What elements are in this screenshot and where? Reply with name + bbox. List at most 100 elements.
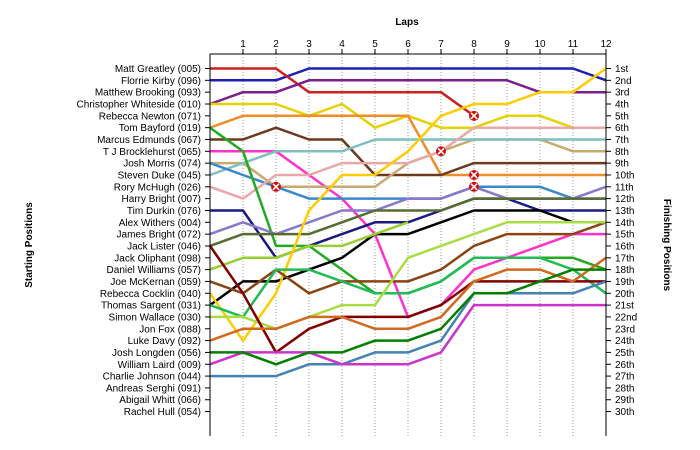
starting-label: Rebecca Newton (071) (99, 111, 201, 122)
left-axis-label: Starting Positions (24, 202, 35, 288)
starting-label: Charlie Johnson (044) (103, 372, 201, 383)
right-axis-label: Finishing Positions (661, 199, 672, 292)
series-line (210, 67, 607, 82)
x-tick-label: 9 (504, 39, 510, 50)
starting-label: Luke Davy (092) (128, 336, 201, 347)
finishing-label: 10th (615, 170, 634, 181)
finishing-label: 13th (615, 206, 634, 217)
starting-label: Rory McHugh (026) (114, 182, 201, 193)
finishing-label: 12th (615, 194, 634, 205)
starting-label: Jack Oliphant (098) (114, 253, 201, 264)
starting-labels: Matt Greatley (005)Florrie Kirby (096)Ma… (77, 64, 210, 418)
starting-label: Jon Fox (088) (139, 324, 201, 335)
finishing-label: 4th (615, 99, 629, 110)
incident-markers (271, 110, 479, 192)
series-lines (208, 67, 607, 378)
crash-marker-icon (469, 169, 479, 180)
finishing-label: 1st (615, 64, 629, 75)
x-tick-label: 7 (438, 39, 444, 50)
starting-label: Alex Withers (004) (119, 218, 201, 229)
finishing-label: 26th (615, 360, 634, 371)
x-tick-label: 4 (339, 39, 345, 50)
series-line (210, 280, 607, 378)
starting-label: Marcus Edmunds (067) (97, 135, 201, 146)
finishing-label: 5th (615, 111, 629, 122)
finishing-label: 14th (615, 218, 634, 229)
starting-label: T J Brocklehurst (065) (103, 147, 201, 158)
series-line (209, 209, 606, 307)
x-tick-label: 8 (471, 39, 477, 50)
series-line (209, 221, 409, 271)
finishing-label: 27th (615, 372, 634, 383)
starting-label: Jack Lister (046) (127, 241, 201, 252)
starting-label: Rebecca Cocklin (040) (100, 289, 201, 300)
starting-label: Abigail Whitt (066) (119, 395, 201, 406)
series-line (209, 138, 606, 177)
starting-label: Christopher Whiteside (010) (77, 99, 202, 110)
finishing-label: 21st (615, 301, 634, 312)
starting-label: William Laird (009) (118, 360, 201, 371)
starting-label: Josh Longden (056) (112, 348, 201, 359)
finishing-label: 28th (615, 383, 634, 394)
series-line (209, 256, 607, 319)
x-tick-label: 2 (273, 39, 279, 50)
finishing-label: 25th (615, 348, 634, 359)
starting-label: Tom Bayford (019) (119, 123, 201, 134)
crash-marker-icon (271, 181, 281, 192)
series-line (209, 303, 606, 366)
finishing-label: 6th (615, 123, 629, 134)
starting-label: Florrie Kirby (096) (121, 76, 201, 87)
series-line (210, 67, 475, 117)
finishing-label: 17th (615, 253, 634, 264)
starting-label: Josh Morris (074) (123, 159, 201, 170)
starting-label: Harry Bright (007) (122, 194, 201, 205)
x-ticks: 1 2 3 4 5 6 7 8 9 10 11 12 (240, 39, 612, 54)
starting-label: Rachel Hull (054) (124, 407, 201, 418)
series-line (209, 126, 606, 200)
finishing-label: 9th (615, 159, 629, 170)
x-tick-label: 12 (600, 39, 612, 50)
finishing-label: 24th (615, 336, 634, 347)
finishing-label: 3rd (615, 88, 629, 99)
starting-label: Matt Greatley (005) (115, 64, 201, 75)
finishing-label: 2nd (615, 76, 632, 87)
x-tick-label: 3 (306, 39, 312, 50)
series-line (209, 256, 607, 342)
starting-label: Matthew Brooking (093) (95, 88, 201, 99)
starting-label: Andreas Serghi (091) (106, 383, 201, 394)
series-line (210, 268, 606, 366)
starting-label: James Bright (072) (117, 230, 201, 241)
series-line (208, 67, 607, 342)
starting-label: Joe McKernan (059) (110, 277, 201, 288)
grid (242, 54, 607, 436)
finishing-label: 8th (615, 147, 629, 158)
chart-title: Laps (395, 17, 419, 28)
finishing-label: 18th (615, 265, 634, 276)
finishing-label: 22nd (615, 312, 637, 323)
finishing-label: 29th (615, 395, 634, 406)
crash-marker-icon (469, 181, 479, 192)
finishing-labels: 1st2nd3rd4th5th6th7th8th9th10th11th12th1… (606, 64, 637, 418)
starting-label: Daniel Williams (057) (107, 265, 201, 276)
starting-label: Thomas Sargent (031) (101, 301, 201, 312)
series-line (209, 114, 606, 177)
starting-label: Steven Duke (045) (118, 170, 201, 181)
finishing-label: 20th (615, 289, 634, 300)
starting-label: Tim Durkin (076) (127, 206, 201, 217)
x-tick-label: 6 (405, 39, 411, 50)
crash-marker-icon (469, 110, 479, 121)
finishing-label: 16th (615, 241, 634, 252)
finishing-label: 11th (615, 182, 634, 193)
x-tick-label: 5 (372, 39, 378, 50)
finishing-label: 7th (615, 135, 629, 146)
finishing-label: 30th (615, 407, 634, 418)
starting-label: Simon Wallace (030) (109, 312, 201, 323)
x-tick-label: 11 (568, 39, 579, 50)
series-line (209, 197, 606, 248)
finishing-label: 19th (615, 277, 634, 288)
series-line (210, 126, 606, 177)
crash-marker-icon (436, 146, 446, 157)
x-tick-label: 1 (240, 39, 246, 50)
finishing-label: 15th (615, 230, 634, 241)
